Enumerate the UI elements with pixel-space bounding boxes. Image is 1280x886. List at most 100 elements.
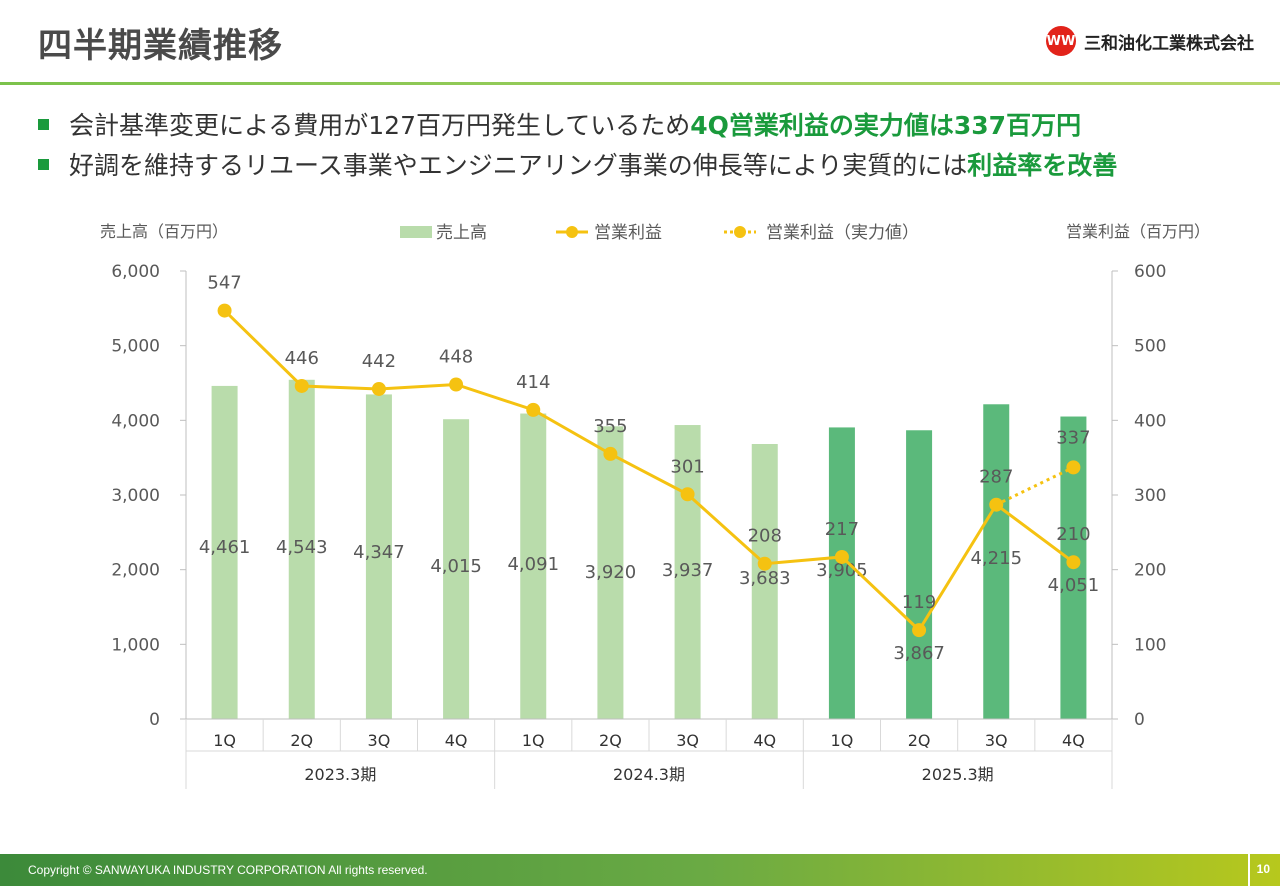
operating-profit-label: 547 (207, 273, 241, 294)
sales-bar (828, 427, 855, 719)
bullet-item: 好調を維持するリユース事業やエンジニアリング事業の伸長等により実質的には 利益率を… (38, 144, 1117, 184)
legend-line-label: 営業利益 (594, 223, 662, 243)
profit-actual-label: 337 (1056, 427, 1090, 448)
operating-profit-marker (989, 497, 1004, 512)
sales-bar (211, 385, 238, 719)
y-left-tick-label: 4,000 (111, 411, 160, 431)
x-tick-label: 1Q (522, 731, 545, 750)
bullet-text: 好調を維持するリユース事業やエンジニアリング事業の伸長等により実質的には (69, 151, 968, 180)
x-tick-label: 4Q (753, 731, 776, 750)
sales-value-label: 3,867 (893, 643, 945, 664)
sales-value-label: 4,015 (430, 556, 482, 577)
x-group-label: 2024.3期 (613, 765, 685, 784)
operating-profit-label: 301 (670, 456, 704, 477)
sales-value-label: 4,347 (353, 542, 405, 563)
summary-bullets: 会計基準変更による費用が127百万円発生しているため 4Q営業利益の実力値は337… (38, 104, 1117, 184)
operating-profit-label: 446 (285, 348, 319, 369)
legend-dotted-label: 営業利益（実力値） (766, 223, 919, 243)
y-left-tick-label: 6,000 (111, 262, 160, 282)
operating-profit-marker (912, 623, 927, 638)
operating-profit-line (223, 309, 1075, 633)
operating-profit-label: 210 (1056, 524, 1090, 545)
operating-profit-marker (1066, 555, 1081, 570)
sales-value-label: 3,683 (739, 568, 791, 589)
sales-bar (520, 413, 547, 719)
operating-profit-marker (217, 303, 232, 318)
x-tick-label: 3Q (676, 731, 699, 750)
sales-bar (365, 394, 392, 719)
page-title: 四半期業績推移 (38, 26, 283, 66)
x-tick-label: 2Q (290, 731, 313, 750)
y-right-tick-label: 600 (1134, 262, 1166, 282)
operating-profit-label: 208 (748, 526, 782, 547)
operating-profit-marker (603, 446, 618, 461)
operating-profit-label: 448 (439, 346, 473, 367)
x-group-label: 2025.3期 (922, 765, 994, 784)
y-left-tick-label: 5,000 (111, 337, 160, 357)
y-right-axis-title: 営業利益（百万円） (1066, 222, 1210, 241)
y-right-tick-label: 0 (1134, 710, 1145, 730)
y-left-tick-label: 1,000 (111, 635, 160, 655)
company-name: 三和油化工業株式会社 (1084, 33, 1254, 54)
y-right-tick-label: 300 (1134, 486, 1166, 506)
y-right-tick-label: 500 (1134, 337, 1166, 357)
sales-value-label: 3,920 (585, 562, 637, 583)
operating-profit-label: 414 (516, 372, 550, 393)
bullet-highlight: 4Q営業利益の実力値は337百万円 (690, 111, 1082, 140)
x-tick-label: 4Q (1062, 731, 1085, 750)
footer-copyright: Copyright © SANWAYUKA INDUSTRY CORPORATI… (28, 863, 428, 877)
title-divider (0, 82, 1280, 85)
sales-bar (674, 425, 701, 719)
sales-value-label: 3,905 (816, 560, 868, 581)
company-logo-icon: WW (1046, 26, 1076, 56)
bullet-square-icon (38, 158, 49, 170)
y-right-tick-label: 400 (1134, 411, 1166, 431)
x-tick-label: 2Q (908, 731, 931, 750)
operating-profit-marker (834, 549, 849, 564)
operating-profit-marker (294, 378, 309, 393)
y-left-tick-label: 3,000 (111, 486, 160, 506)
y-left-axis-title: 売上高（百万円） (100, 222, 228, 241)
sales-bar (443, 419, 470, 719)
x-tick-label: 1Q (831, 731, 854, 750)
legend-bar-swatch (400, 226, 432, 238)
operating-profit-marker (449, 377, 464, 392)
operating-profit-label: 287 (979, 467, 1013, 488)
y-right-tick-label: 100 (1134, 635, 1166, 655)
quarterly-performance-chart: 売上高（百万円） 営業利益（百万円） 売上高 営業利益 営業利益（実力値） 0 1,000 2… (100, 222, 1210, 789)
sales-bar (751, 444, 778, 719)
bullet-text: 会計基準変更による費用が127百万円発生しているため (69, 111, 691, 140)
operating-profit-marker (526, 402, 541, 417)
y-left-tick-label: 0 (149, 710, 160, 730)
x-tick-label: 3Q (368, 731, 391, 750)
operating-profit-label: 442 (362, 351, 396, 372)
bullet-item: 会計基準変更による費用が127百万円発生しているため 4Q営業利益の実力値は337… (38, 104, 1117, 144)
sales-value-label: 4,215 (970, 548, 1022, 569)
x-tick-label: 3Q (985, 731, 1008, 750)
sales-bar (288, 379, 315, 719)
footer-divider (1248, 854, 1250, 886)
x-tick-label: 4Q (445, 731, 468, 750)
sales-bar (597, 426, 624, 719)
sales-value-label: 4,051 (1048, 575, 1100, 596)
y-left-tick-label: 2,000 (111, 561, 160, 581)
sales-bar (906, 430, 933, 719)
legend-dotted-marker (734, 226, 746, 238)
x-tick-label: 1Q (213, 731, 236, 750)
profit-actual-marker (1066, 460, 1081, 475)
operating-profit-marker (371, 381, 386, 396)
legend-line-marker (566, 226, 578, 238)
bullet-highlight: 利益率を改善 (967, 151, 1118, 180)
legend-bar-label: 売上高 (436, 223, 487, 243)
y-right-tick-label: 200 (1134, 561, 1166, 581)
sales-bar (983, 404, 1010, 719)
sales-value-label: 4,543 (276, 537, 328, 558)
sales-value-label: 4,091 (507, 554, 559, 575)
page-number: 10 (1256, 862, 1270, 876)
company-logo: WW 三和油化工業株式会社 (1046, 26, 1254, 56)
operating-profit-marker (680, 487, 695, 502)
footer: Copyright © SANWAYUKA INDUSTRY CORPORATI… (0, 854, 1280, 886)
x-group-label: 2023.3期 (304, 765, 376, 784)
operating-profit-label: 355 (593, 416, 627, 437)
x-tick-label: 2Q (599, 731, 622, 750)
